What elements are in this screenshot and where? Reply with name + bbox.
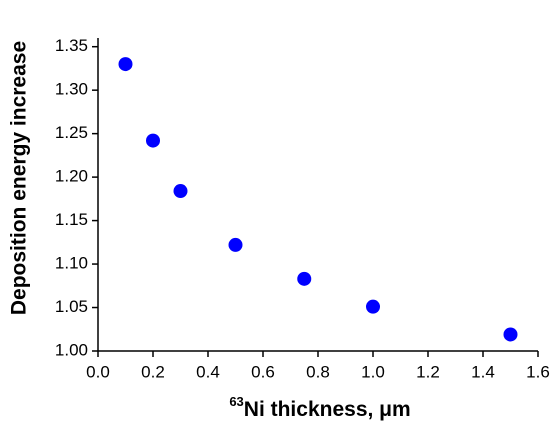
x-axis-title-text: Ni thickness, μm (244, 398, 411, 421)
x-tick-label: 0.4 (196, 362, 220, 381)
y-tick-label: 1.15 (55, 210, 88, 229)
point (228, 237, 243, 252)
point (366, 299, 380, 314)
point (173, 184, 188, 199)
x-tick-label: 1.6 (526, 362, 550, 381)
x-tick-label: 0.6 (251, 362, 275, 381)
y-tick-label: 1.35 (55, 36, 88, 55)
x-axis-title-superscript: 63 (229, 394, 243, 409)
y-axis-title: Deposition energy increase (8, 41, 31, 315)
y-tick-label: 1.20 (55, 167, 88, 186)
y-tick-label: 1.30 (55, 80, 88, 99)
point (297, 271, 312, 286)
y-tick-label: 1.25 (55, 123, 88, 142)
x-tick-label: 0.0 (86, 362, 110, 381)
x-tick-label: 1.4 (471, 362, 495, 381)
x-tick-label: 1.0 (361, 362, 385, 381)
point (146, 133, 160, 148)
y-tick-label: 1.10 (55, 254, 88, 273)
y-tick-label: 1.00 (55, 340, 88, 359)
x-tick-label: 0.8 (306, 362, 330, 381)
point (503, 327, 518, 342)
x-tick-label: 1.2 (416, 362, 440, 381)
x-tick-label: 0.2 (141, 362, 165, 381)
y-tick-label: 1.05 (55, 297, 88, 316)
x-axis-title: 63Ni thickness, μm (229, 394, 410, 420)
point (118, 57, 133, 72)
